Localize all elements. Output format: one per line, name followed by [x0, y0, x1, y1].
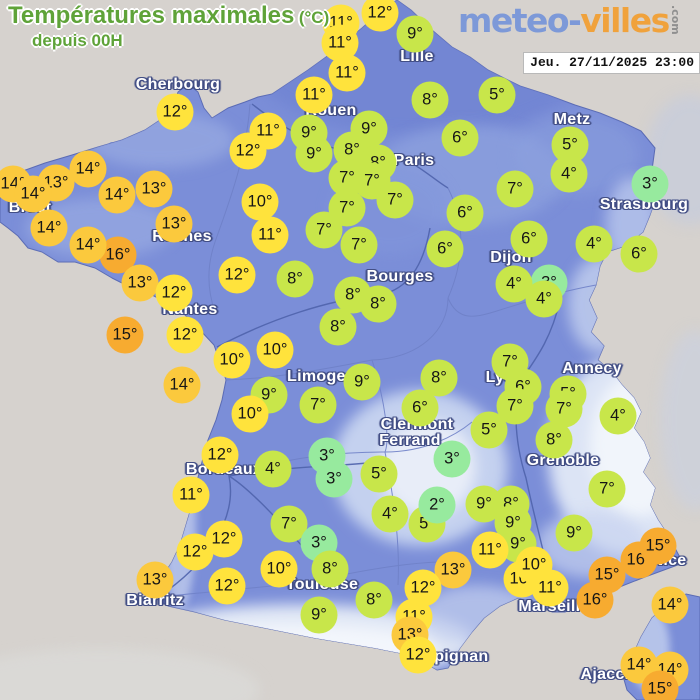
temp-marker: 12°	[166, 316, 204, 354]
title-text: Températures maximales	[8, 2, 295, 29]
temp-marker: 14°	[69, 226, 107, 264]
temp-marker: 12°	[229, 132, 267, 170]
temp-marker: 10°	[241, 183, 279, 221]
temp-marker: 11°	[328, 54, 366, 92]
temp-marker: 11°	[531, 569, 569, 607]
temp-marker: 7°	[545, 390, 583, 428]
temp-marker: 12°	[399, 636, 437, 674]
temp-marker: 3°	[631, 165, 669, 203]
temp-marker: 4°	[575, 225, 613, 263]
city-label: Bourges	[366, 268, 434, 285]
temp-marker: 6°	[620, 235, 658, 273]
temp-marker: 6°	[401, 389, 439, 427]
temp-marker: 10°	[260, 550, 298, 588]
temp-marker: 4°	[525, 280, 563, 318]
temp-marker: 14°	[163, 366, 201, 404]
temp-marker: 12°	[176, 533, 214, 571]
temp-marker: 6°	[426, 230, 464, 268]
temp-marker: 12°	[361, 0, 399, 32]
city-label: Biarritz	[126, 592, 184, 609]
page-title: Températures maximales (°C)	[8, 2, 329, 30]
temp-marker: 7°	[299, 386, 337, 424]
city-label: Lille	[400, 48, 434, 65]
temp-marker: 3°	[315, 460, 353, 498]
subtitle-text: depuis 00H	[32, 31, 123, 50]
temp-marker: 7°	[496, 170, 534, 208]
temp-marker: 8°	[535, 421, 573, 459]
datetime-badge: Jeu. 27/11/2025 23:00	[523, 52, 700, 74]
city-label: Limoges	[287, 368, 355, 385]
city-label: Marseille	[518, 598, 590, 615]
logo-part-orange: villes	[580, 1, 670, 40]
temp-marker: 11°	[471, 531, 509, 569]
temp-marker: 3°	[433, 440, 471, 478]
temp-marker: 7°	[376, 181, 414, 219]
temp-marker: 8°	[311, 550, 349, 588]
temp-marker: 6°	[510, 220, 548, 258]
temp-marker: 15°	[639, 527, 677, 565]
temp-marker: 11°	[251, 216, 289, 254]
temp-marker: 13°	[135, 170, 173, 208]
temp-marker: 12°	[208, 567, 246, 605]
temp-marker: 4°	[599, 397, 637, 435]
temp-marker: 11°	[295, 76, 333, 114]
city-label: Annecy	[562, 360, 622, 377]
temp-marker: 11°	[172, 476, 210, 514]
temp-marker: 14°	[98, 176, 136, 214]
temp-marker: 15°	[641, 670, 679, 700]
temp-marker: 5°	[360, 455, 398, 493]
temp-marker: 9°	[555, 514, 593, 552]
temp-marker: 9°	[343, 363, 381, 401]
temp-marker: 4°	[254, 450, 292, 488]
temp-marker: 4°	[550, 155, 588, 193]
title-unit: (°C)	[298, 8, 330, 27]
temp-marker: 8°	[355, 581, 393, 619]
temp-marker: 6°	[441, 119, 479, 157]
temp-marker: 6°	[446, 194, 484, 232]
city-label: Metz	[553, 111, 591, 128]
temp-marker: 9°	[350, 110, 388, 148]
temp-marker: 9°	[396, 15, 434, 53]
temp-marker: 11°	[321, 24, 359, 62]
temp-marker: 10°	[231, 395, 269, 433]
temp-marker: 13°	[121, 264, 159, 302]
temp-marker: 2°	[418, 486, 456, 524]
city-label: Paris	[393, 152, 435, 169]
temp-marker: 5°	[478, 76, 516, 114]
temp-marker: 10°	[213, 341, 251, 379]
temp-marker: 9°	[300, 596, 338, 634]
temp-marker: 14°	[30, 209, 68, 247]
city-label: Ferrand	[379, 432, 441, 449]
logo-com-suffix: .com	[668, 5, 682, 35]
temp-marker: 12°	[218, 256, 256, 294]
temp-marker: 4°	[371, 495, 409, 533]
temp-marker: 16°	[576, 581, 614, 619]
map-header: Températures maximales (°C) depuis 00H	[8, 2, 329, 51]
temp-marker: 8°	[276, 260, 314, 298]
meteo-villes-logo[interactable]: meteo-villes.com	[458, 1, 682, 40]
temp-marker: 13°	[155, 205, 193, 243]
temp-marker: 7°	[496, 387, 534, 425]
temp-marker: 13°	[136, 561, 174, 599]
temp-marker: 7°	[328, 189, 366, 227]
temp-marker: 7°	[305, 211, 343, 249]
temp-marker: 14°	[14, 175, 52, 213]
temp-marker: 8°	[411, 81, 449, 119]
temp-marker: 8°	[319, 308, 357, 346]
temp-marker: 14°	[69, 150, 107, 188]
temp-marker: 12°	[201, 436, 239, 474]
temp-marker: 8°	[359, 285, 397, 323]
logo-part-blue: meteo-	[458, 1, 582, 40]
temp-marker: 10°	[256, 331, 294, 369]
temp-marker: 12°	[155, 274, 193, 312]
temp-marker: 7°	[340, 226, 378, 264]
temp-marker: 12°	[156, 93, 194, 131]
temp-marker: 15°	[106, 316, 144, 354]
temp-marker: 9°	[295, 135, 333, 173]
temp-marker: 14°	[651, 586, 689, 624]
city-label: Strasbourg	[599, 196, 689, 213]
city-label: Cherbourg	[135, 76, 221, 93]
temp-marker: 7°	[588, 470, 626, 508]
